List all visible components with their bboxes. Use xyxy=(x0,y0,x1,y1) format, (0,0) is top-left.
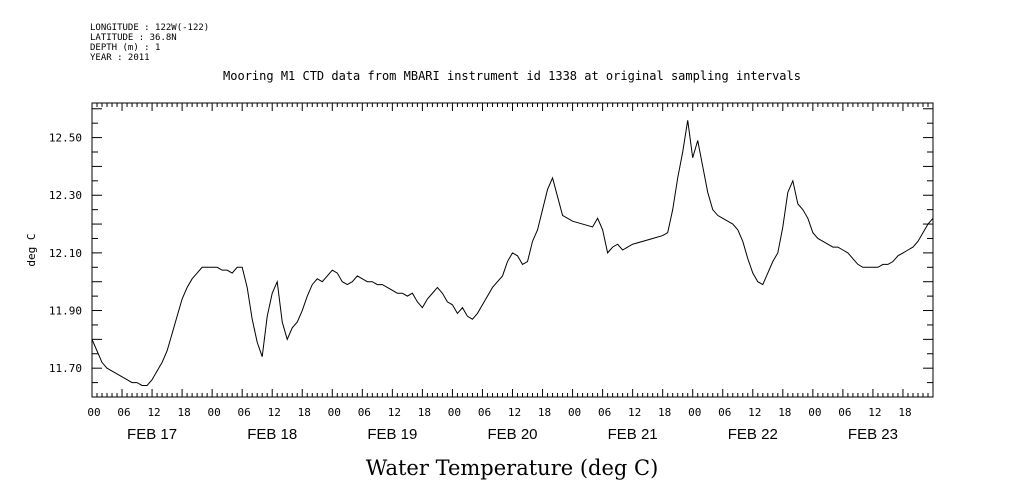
y-tick-label: 11.70 xyxy=(49,362,82,375)
x-tick-label: 12 xyxy=(508,406,521,419)
y-tick-label: 12.10 xyxy=(49,247,82,260)
x-tick-label: 00 xyxy=(328,406,341,419)
series-layer xyxy=(91,120,934,386)
x-tick-label: 00 xyxy=(208,406,221,419)
y-tick-label: 12.30 xyxy=(49,189,82,202)
x-tick-label: 00 xyxy=(87,406,100,419)
y-axis: 11.70 11.90 12.10 12.30 12.50 xyxy=(49,108,933,398)
x-tick-label: 18 xyxy=(298,406,311,419)
meta-year: YEAR : 2011 xyxy=(90,53,150,63)
x-tick-label: 06 xyxy=(718,406,731,419)
x-day-label: FEB 22 xyxy=(728,426,778,443)
x-tick-label: 12 xyxy=(147,406,160,419)
x-axis: 00 06 12 18 00 06 12 18 00 06 12 18 00 06 12 18 00 06 12 18… xyxy=(87,103,934,443)
x-tick-label: 00 xyxy=(448,406,461,419)
x-tick-label: 06 xyxy=(117,406,130,419)
x-tick-label: 18 xyxy=(538,406,551,419)
chart-title: Mooring M1 CTD data from MBARI instrumen… xyxy=(223,69,801,83)
meta-depth: DEPTH (m) : 1 xyxy=(90,43,160,53)
plot-frame xyxy=(91,102,934,398)
x-tick-label: 00 xyxy=(688,406,701,419)
x-tick-label: 12 xyxy=(628,406,641,419)
x-day-label: FEB 19 xyxy=(367,426,417,443)
x-tick-label: 12 xyxy=(268,406,281,419)
x-day-label: FEB 18 xyxy=(247,426,297,443)
x-tick-label: 18 xyxy=(177,406,190,419)
x-tick-label: 00 xyxy=(568,406,581,419)
x-tick-label: 06 xyxy=(838,406,851,419)
x-tick-label: 06 xyxy=(238,406,251,419)
meta-latitude: LATITUDE : 36.8N xyxy=(90,33,177,43)
x-day-label: FEB 17 xyxy=(127,426,177,443)
x-tick-label: 00 xyxy=(808,406,821,419)
x-day-label: FEB 23 xyxy=(848,426,898,443)
x-tick-label: 18 xyxy=(778,406,791,419)
metadata-header: LONGITUDE : 122W(-122) LATITUDE : 36.8N … xyxy=(90,23,209,63)
meta-longitude: LONGITUDE : 122W(-122) xyxy=(90,23,209,33)
y-tick-label: 12.50 xyxy=(49,132,82,145)
x-tick-label: 06 xyxy=(478,406,491,419)
series-line-water-temperature xyxy=(91,120,934,386)
y-axis-label: deg C xyxy=(25,233,38,266)
x-tick-label: 06 xyxy=(598,406,611,419)
x-axis-label: Water Temperature (deg C) xyxy=(366,456,659,480)
y-tick-label: 11.90 xyxy=(49,305,82,318)
x-day-label: FEB 21 xyxy=(608,426,658,443)
x-day-label: FEB 20 xyxy=(487,426,537,443)
x-tick-label: 12 xyxy=(748,406,761,419)
x-tick-label: 06 xyxy=(358,406,371,419)
x-tick-label: 18 xyxy=(418,406,431,419)
x-tick-label: 12 xyxy=(388,406,401,419)
x-tick-label: 18 xyxy=(898,406,911,419)
x-tick-label: 18 xyxy=(658,406,671,419)
x-tick-label: 12 xyxy=(868,406,881,419)
